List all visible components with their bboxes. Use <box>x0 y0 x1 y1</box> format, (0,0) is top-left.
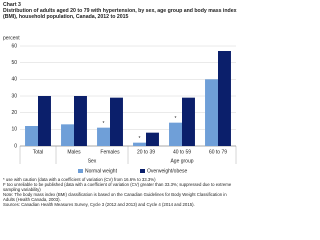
bar <box>182 97 195 146</box>
x-tick-label: 20 to 39 <box>137 149 155 155</box>
legend-swatch <box>140 169 145 173</box>
bar <box>74 96 87 146</box>
x-tick-label: 40 to 59 <box>173 149 191 155</box>
y-tick-label: 0 <box>14 143 17 149</box>
chart-label: Chart 3 <box>3 2 21 8</box>
footnote: Sources: Canadian Health Measures Survey… <box>3 202 195 208</box>
bar <box>61 124 74 146</box>
value-label: * <box>139 136 141 142</box>
legend-swatch <box>78 169 83 173</box>
bar <box>205 79 218 146</box>
footnote: F too unreliable to be published (data w… <box>3 182 232 193</box>
y-tick-label: 30 <box>11 93 17 99</box>
chart-title: Distribution of adults aged 20 to 79 wit… <box>3 8 237 20</box>
y-tick-label: 40 <box>11 77 17 83</box>
x-tick-label: 60 to 79 <box>209 149 227 155</box>
value-label: * <box>175 116 177 122</box>
y-tick-label: 50 <box>11 60 17 66</box>
page: Chart 3 Distribution of adults aged 20 t… <box>3 2 237 208</box>
x-tick-label: Females <box>100 149 120 155</box>
legend-label: Overweight/obese <box>147 169 188 175</box>
group-label: Sex <box>88 158 97 164</box>
bar <box>169 122 182 146</box>
x-tick-label: Males <box>67 149 81 155</box>
bar <box>218 51 231 146</box>
y-tick-label: 60 <box>11 43 17 49</box>
bar <box>133 142 146 146</box>
y-axis-label: percent <box>3 35 20 41</box>
chart: percent 0 10 20 30 40 50 60 Total Males Females * 2… <box>3 35 237 175</box>
bar <box>25 126 38 146</box>
y-tick-label: 10 <box>11 127 17 133</box>
value-label: * <box>103 121 105 127</box>
x-tick-label: Total <box>33 149 44 155</box>
footnotes: * use with caution (data with a coeffici… <box>3 177 237 208</box>
footnote: * use with caution (data with a coeffici… <box>3 177 156 182</box>
bar <box>146 132 159 146</box>
bar <box>110 97 123 146</box>
y-tick-label: 20 <box>11 110 17 116</box>
bar <box>38 96 51 146</box>
bar <box>97 127 110 146</box>
footnote: Note: The body mass index (BMI) classifi… <box>3 192 227 203</box>
group-label: Age group <box>170 158 193 164</box>
header: Chart 3 Distribution of adults aged 20 t… <box>3 2 237 20</box>
legend-label: Normal weight <box>85 169 118 175</box>
